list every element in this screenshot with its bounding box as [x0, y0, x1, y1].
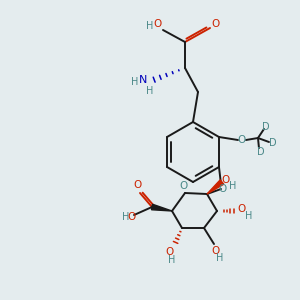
Text: O: O — [219, 184, 227, 194]
Text: D: D — [269, 138, 277, 148]
Text: H: H — [122, 212, 130, 222]
Text: N: N — [139, 75, 147, 85]
Polygon shape — [207, 180, 224, 194]
Text: O: O — [238, 135, 246, 145]
Text: D: D — [262, 122, 270, 132]
Text: H: H — [245, 211, 253, 221]
Text: O: O — [180, 181, 188, 191]
Polygon shape — [152, 204, 172, 211]
Text: H: H — [168, 255, 176, 265]
Text: O: O — [211, 19, 219, 29]
Text: D: D — [257, 147, 265, 157]
Text: O: O — [212, 246, 220, 256]
Text: H: H — [146, 21, 154, 31]
Text: O: O — [128, 212, 136, 222]
Text: O: O — [222, 175, 230, 185]
Text: O: O — [154, 19, 162, 29]
Text: H: H — [146, 86, 154, 96]
Text: O: O — [238, 204, 246, 214]
Text: O: O — [165, 247, 173, 257]
Text: H: H — [131, 77, 139, 87]
Text: H: H — [229, 181, 237, 191]
Text: H: H — [216, 253, 224, 263]
Text: O: O — [134, 180, 142, 190]
